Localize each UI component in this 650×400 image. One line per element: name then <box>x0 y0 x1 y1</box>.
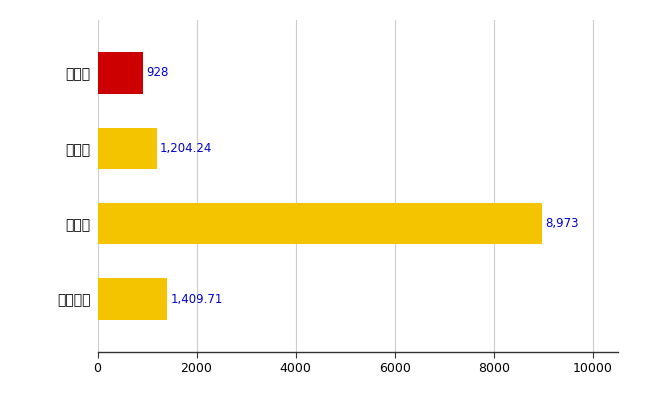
Text: 928: 928 <box>146 66 169 79</box>
Bar <box>98 278 167 320</box>
Bar <box>98 203 542 244</box>
Text: 1,409.71: 1,409.71 <box>170 293 223 306</box>
Bar <box>98 128 157 169</box>
Bar <box>98 52 144 94</box>
Text: 1,204.24: 1,204.24 <box>160 142 213 155</box>
Text: 8,973: 8,973 <box>545 217 578 230</box>
